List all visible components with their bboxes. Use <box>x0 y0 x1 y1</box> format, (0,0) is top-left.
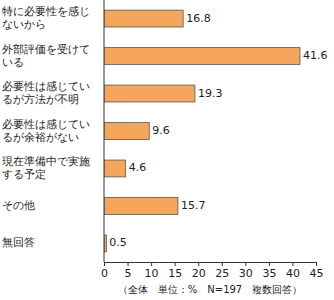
x-tick-mark <box>104 262 105 266</box>
x-tick-mark <box>292 262 293 266</box>
category-label: 現在準備中で実施する予定 <box>2 155 90 181</box>
x-tick: 25 <box>215 262 229 280</box>
chart-container: 16.841.619.39.64.615.70.5特に必要性を感じないから外部評… <box>0 0 334 300</box>
x-tick-mark <box>316 262 317 266</box>
x-tick-mark <box>128 262 129 266</box>
category-label-line: 無回答 <box>2 236 35 249</box>
x-tick: 45 <box>310 262 324 280</box>
x-tick: 30 <box>239 262 253 280</box>
category-label: 特に必要性を感じないから <box>2 5 90 31</box>
category-label-line: 現在準備中で実施 <box>2 155 90 168</box>
category-label-line: ないから <box>2 18 46 31</box>
x-tick-label: 0 <box>101 267 108 280</box>
annotation: （全体 単位：% N=197 複数回答） <box>118 284 302 295</box>
category-label-line: るが方法が不明 <box>2 93 79 106</box>
bar <box>104 48 300 65</box>
x-tick: 5 <box>125 262 132 280</box>
x-tick-mark <box>198 262 199 266</box>
bars <box>104 10 300 252</box>
data-label: 16.8 <box>186 12 211 25</box>
category-label-line: いる <box>2 56 24 69</box>
bar <box>104 10 183 27</box>
category-labels: 特に必要性を感じないから外部評価を受けている必要性は感じているが方法が不明必要性… <box>2 5 90 249</box>
x-axis: 0 5 10 15 20 25 30 35 40 45 <box>101 262 324 280</box>
data-labels: 16.8 41.6 19.3 9.6 4.6 15.7 0.5 <box>109 12 327 250</box>
x-tick-label: 5 <box>125 267 132 280</box>
x-tick-label: 25 <box>215 267 229 280</box>
x-tick-label: 15 <box>168 267 182 280</box>
category-label: 外部評価を受けている <box>2 43 90 69</box>
bar <box>104 85 195 102</box>
x-tick-mark <box>222 262 223 266</box>
x-tick: 35 <box>262 262 276 280</box>
x-tick-mark <box>151 262 152 266</box>
category-label-line: その他 <box>2 199 35 212</box>
bar <box>104 198 178 215</box>
x-axis-line <box>105 263 317 267</box>
x-tick: 15 <box>168 262 182 280</box>
x-tick-label: 10 <box>145 267 159 280</box>
category-label: その他 <box>2 199 35 212</box>
x-tick: 40 <box>286 262 300 280</box>
x-tick: 20 <box>192 262 206 280</box>
category-label-line: する予定 <box>2 168 46 181</box>
x-tick-label: 35 <box>262 267 276 280</box>
x-tick-mark <box>175 262 176 266</box>
data-label: 0.5 <box>109 236 127 249</box>
category-label: 必要性は感じているが方法が不明 <box>2 80 90 106</box>
data-label: 15.7 <box>181 199 206 212</box>
bar <box>104 123 149 140</box>
category-label-line: 外部評価を受けて <box>2 43 90 56</box>
x-tick-mark <box>245 262 246 266</box>
category-label-line: 必要性は感じてい <box>2 80 90 93</box>
category-label: 必要性は感じているが余裕がない <box>2 118 90 144</box>
category-label-line: 必要性は感じてい <box>2 118 90 131</box>
category-label-line: るが余裕がない <box>2 131 79 144</box>
data-label: 9.6 <box>152 124 170 137</box>
x-tick-mark <box>269 262 270 266</box>
bar <box>104 160 126 177</box>
chart: 16.841.619.39.64.615.70.5特に必要性を感じないから外部評… <box>0 0 334 300</box>
x-tick: 10 <box>145 262 159 280</box>
data-label: 41.6 <box>303 49 328 62</box>
data-label: 4.6 <box>129 161 147 174</box>
data-label: 19.3 <box>198 87 223 100</box>
category-axis-line <box>104 0 105 262</box>
x-tick-label: 40 <box>286 267 300 280</box>
category-label: 無回答 <box>2 236 35 249</box>
x-tick-label: 20 <box>192 267 206 280</box>
category-label-line: 特に必要性を感じ <box>2 5 90 18</box>
x-tick-label: 45 <box>310 267 324 280</box>
x-tick: 0 <box>101 262 108 280</box>
x-tick-label: 30 <box>239 267 253 280</box>
